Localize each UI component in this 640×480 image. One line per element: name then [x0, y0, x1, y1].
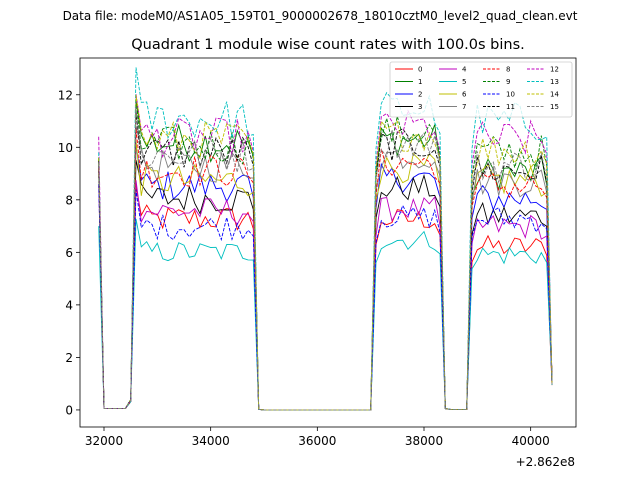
legend-label: 12 [550, 66, 559, 74]
y-tick-label: 10 [58, 141, 73, 155]
legend-label: 7 [462, 103, 466, 111]
series-line-15 [98, 108, 553, 411]
chart-title: Quadrant 1 module wise count rates with … [131, 37, 525, 53]
x-tick-label: 36000 [298, 434, 336, 448]
y-tick-label: 0 [65, 403, 73, 417]
x-tick-label: 40000 [512, 434, 550, 448]
y-axis: 0 2 4 6 8 10 12 [58, 88, 80, 417]
figure-suptitle: Data file: modeM0/AS1A05_159T01_90000026… [63, 9, 578, 23]
legend-label: 8 [506, 66, 510, 74]
y-tick-label: 2 [65, 351, 73, 365]
legend-label: 2 [418, 91, 422, 99]
legend-label: 15 [550, 103, 559, 111]
legend-label: 9 [506, 78, 510, 86]
legend-label: 6 [462, 91, 467, 99]
y-tick-label: 12 [58, 88, 73, 102]
x-axis: 32000 34000 36000 38000 40000 [85, 427, 550, 448]
legend-frame [389, 61, 573, 118]
series-layer [98, 67, 553, 411]
legend-label: 5 [462, 78, 466, 86]
legend-label: 1 [418, 78, 422, 86]
legend-label: 13 [550, 78, 559, 86]
legend-label: 14 [550, 91, 559, 99]
legend-label: 3 [418, 103, 422, 111]
x-offset-label: +2.862e8 [516, 455, 575, 469]
legend-label: 4 [462, 66, 467, 74]
series-line-12 [98, 93, 553, 411]
x-tick-label: 34000 [192, 434, 230, 448]
x-tick-label: 38000 [405, 434, 443, 448]
legend-label: 0 [418, 66, 422, 74]
y-tick-label: 8 [65, 193, 73, 207]
axes-frame [79, 57, 577, 428]
x-tick-label: 32000 [85, 434, 123, 448]
legend-label: 10 [506, 91, 515, 99]
y-tick-label: 4 [65, 298, 73, 312]
legend-label: 11 [506, 103, 515, 111]
plot-area [79, 57, 577, 428]
y-tick-label: 6 [65, 246, 73, 260]
